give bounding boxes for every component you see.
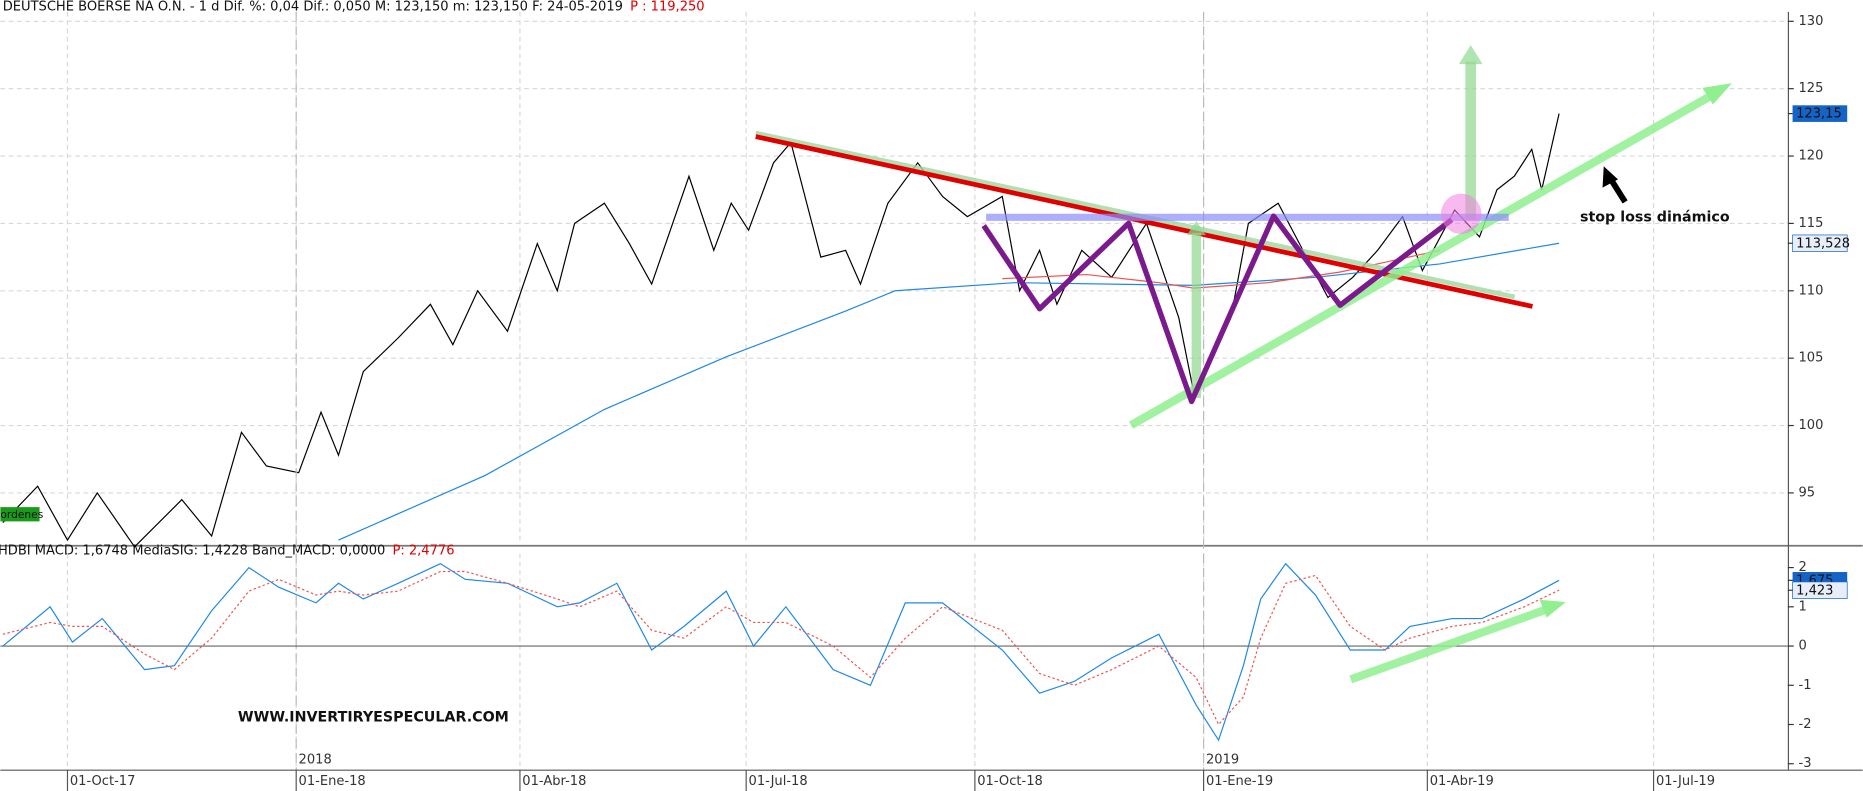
x-tick-label: 01-Jul-18 [749,774,808,789]
resistance-line [755,134,1533,309]
stop-arrowhead [1602,166,1618,188]
watermark: WWW.INVERTIRYESPECULAR.COM [238,709,509,725]
y-tick-label: 115 [1799,216,1824,231]
y-tick-label: 2 [1799,560,1807,575]
y-tick-label: 95 [1799,485,1816,500]
last-value-label: 113,528 [1796,236,1850,251]
macd-header-extra: P: 2,4776 [392,544,454,559]
y-tick-label: -1 [1799,678,1812,693]
support-arrowhead [1702,83,1733,105]
macd-header: HDBI MACD: 1,6748 MediaSIG: 1,4228 Band_… [0,544,385,559]
x-tick-label: 01-Ene-18 [299,774,366,789]
y-tick-label: 110 [1799,283,1824,298]
annotation-text: stop loss dinámico [1580,209,1730,225]
x-tick-label: 01-Oct-18 [977,774,1043,789]
target-bar-head [1186,220,1206,236]
y-tick-label: 130 [1799,14,1824,29]
y-tick-label: 125 [1799,81,1824,96]
macd-trend-head [1539,599,1566,618]
x-tick-label: 01-Jul-19 [1656,774,1715,789]
macd-trend [1349,604,1552,684]
series-line [2,570,1560,726]
price-header: DEUTSCHE BOERSE NA O.N. - 1 d Dif. %: 0,… [3,0,623,15]
last-value-label: 123,15 [1796,107,1842,122]
x-tick-label: 01-Abr-19 [1430,774,1494,789]
pattern-line [981,213,1454,405]
x-tick-label: 01-Oct-17 [70,774,136,789]
y-tick-label: -2 [1799,717,1812,732]
y-tick-label: 120 [1799,149,1824,164]
x-tick-label: 01-Ene-19 [1206,774,1273,789]
y-tick-label: 1 [1799,599,1807,614]
y-tick-label: 100 [1799,418,1824,433]
stop-arrow [1608,177,1628,204]
x-tick-label: 01-Abr-18 [522,774,586,789]
series-line [2,113,1560,548]
projection-arrowhead [1458,45,1483,65]
last-value-box [1792,105,1848,122]
orders-badge [0,507,40,522]
y-tick-label: -3 [1799,756,1812,771]
year-label: 2018 [299,753,332,768]
breakout-circle [1441,193,1482,234]
support-line [1128,89,1719,429]
last-value-label: 1,423 [1796,583,1833,598]
price-header-extra: P : 119,250 [630,0,705,15]
annotations: stop loss dinámico ordenes WWW.INVERTIRY… [0,45,1733,725]
y-tick-label: 105 [1799,351,1824,366]
series-line [338,242,1560,541]
orders-label: ordenes [0,508,43,521]
y-tick-label: 0 [1799,639,1807,654]
year-label: 2019 [1206,753,1239,768]
